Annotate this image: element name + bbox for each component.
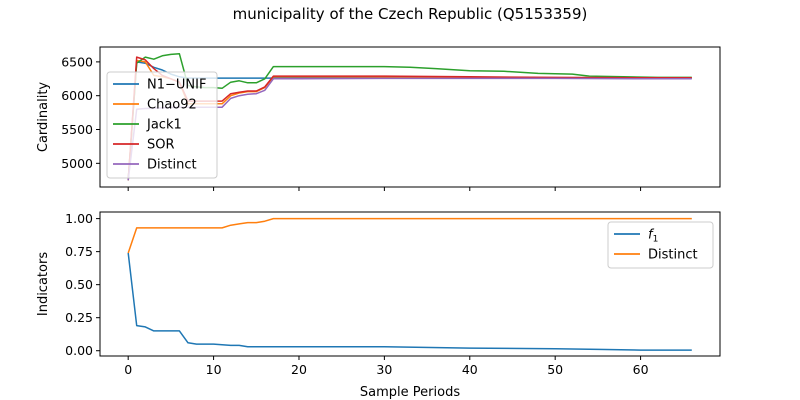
legend: N1−UNIF Chao92 Jack1 SOR Distinct bbox=[106, 71, 218, 179]
y-axis-label: Indicators bbox=[36, 252, 51, 316]
series-line-jack1 bbox=[127, 53, 692, 181]
legend-box bbox=[106, 71, 218, 179]
y-axis-label: Cardinality bbox=[36, 82, 51, 153]
legend-label: Distinct bbox=[648, 248, 698, 263]
legend-label: Chao92 bbox=[147, 98, 197, 113]
legend: f1 Distinct bbox=[607, 221, 714, 269]
legend-label: Distinct bbox=[147, 158, 197, 173]
y-tick-label: 6000 bbox=[61, 88, 93, 103]
figure-title: municipality of the Czech Republic (Q515… bbox=[233, 5, 588, 23]
legend-label: f1 bbox=[648, 228, 658, 245]
legend-label: N1−UNIF bbox=[147, 78, 206, 93]
y-tick-label: 5000 bbox=[61, 156, 93, 171]
legend-label: SOR bbox=[147, 138, 175, 153]
indicators-panel: 0.00 0.25 0.50 0.75 1.00 0 10 20 30 40 50 60 Indicat… bbox=[36, 211, 721, 400]
y-tick-label: 5500 bbox=[61, 122, 93, 137]
x-tick-label: 20 bbox=[291, 362, 307, 377]
x-tick-label: 0 bbox=[124, 362, 132, 377]
x-tick-label: 10 bbox=[206, 362, 222, 377]
plot-frame bbox=[99, 46, 721, 188]
legend-label: Jack1 bbox=[146, 118, 182, 133]
x-tick-label: 30 bbox=[376, 362, 392, 377]
y-tick-label: 0.50 bbox=[65, 277, 93, 292]
y-tick-label: 1.00 bbox=[65, 211, 93, 226]
x-tick-label: 50 bbox=[547, 362, 563, 377]
y-tick-label: 0.00 bbox=[65, 343, 93, 358]
y-tick-label: 6500 bbox=[61, 54, 93, 69]
x-tick-label: 40 bbox=[462, 362, 478, 377]
y-tick-label: 0.75 bbox=[65, 244, 93, 259]
series-line-f1 bbox=[127, 252, 692, 351]
cardinality-panel: 5000 5500 6000 6500 Cardinality N1−UNIF Chao92… bbox=[36, 46, 721, 191]
plot-frame bbox=[99, 211, 721, 357]
x-axis-label: Sample Periods bbox=[360, 385, 460, 400]
y-tick-label: 0.25 bbox=[65, 310, 93, 325]
series-line-distinct bbox=[127, 217, 692, 254]
x-tick-label: 60 bbox=[633, 362, 649, 377]
